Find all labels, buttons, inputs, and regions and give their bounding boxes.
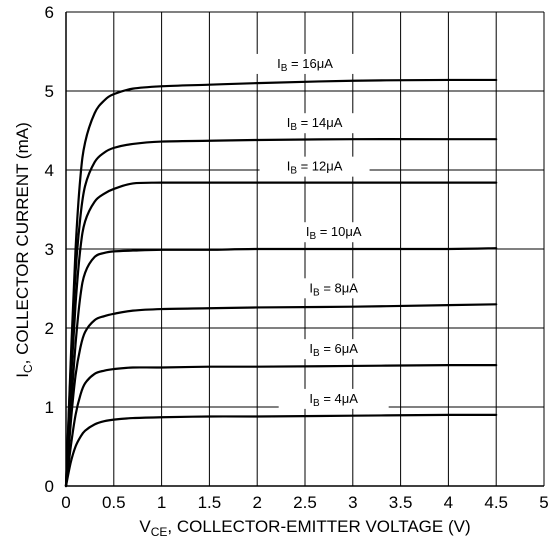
curve-label-bg	[259, 113, 370, 134]
y-tick-labels: 0 1 2 3 4 5 6	[45, 3, 54, 496]
curve-label-text: IB = 4μA	[309, 391, 358, 409]
y-tick-label: 1	[45, 398, 54, 417]
curve-label-text: IB = 16μA	[277, 56, 333, 74]
curve-label-ib-8ua: IB = 8μA	[278, 278, 389, 299]
curve-label-bg	[278, 388, 389, 409]
curve-label-bg	[278, 278, 389, 299]
x-tick-labels: 0 0.5 1 1.5 2 2.5 3 3.5 4 4.5 5	[61, 493, 548, 512]
x-tick-label: 5	[539, 493, 548, 512]
curve-label-text: IB = 10μA	[306, 224, 362, 242]
y-tick-label: 2	[45, 319, 54, 338]
curves	[64, 78, 498, 488]
curve-label-text: IB = 14μA	[287, 115, 343, 133]
curve-ib-14ua	[64, 138, 498, 488]
curve-label-ib-10ua: IB = 10μA	[278, 222, 389, 243]
x-tick-label: 4	[444, 493, 453, 512]
y-tick-label: 5	[45, 82, 54, 101]
x-tick-label: 1	[157, 493, 166, 512]
curve-label-text: IB = 8μA	[309, 280, 358, 298]
curve-ib-4ua	[64, 413, 498, 488]
curve-ib-6ua	[64, 363, 498, 488]
x-tick-label: 2.5	[293, 493, 317, 512]
x-tick-label: 3.5	[389, 493, 413, 512]
y-axis-label: IC, COLLECTOR CURRENT (mA)	[13, 122, 35, 378]
curve-ib-12ua	[64, 181, 498, 488]
curve-ib-8ua	[64, 303, 498, 488]
x-axis-label: VCE, COLLECTOR-EMITTER VOLTAGE (V)	[139, 517, 470, 539]
curve-label-text: IB = 6μA	[309, 341, 358, 359]
x-tick-label: 1.5	[198, 493, 222, 512]
curve-label-bg	[278, 339, 389, 360]
x-tick-label: 0	[61, 493, 70, 512]
curve-label-ib-14ua: IB = 14μA	[259, 113, 370, 134]
x-tick-label: 3	[348, 493, 357, 512]
y-tick-label: 0	[45, 477, 54, 496]
curve-label-bg	[259, 156, 370, 177]
x-tick-label: 2	[252, 493, 261, 512]
y-tick-label: 4	[45, 161, 54, 180]
curve-label-ib-12ua: IB = 12μA	[259, 156, 370, 177]
curve-label-ib-6ua: IB = 6μA	[278, 339, 389, 360]
x-tick-label: 0.5	[102, 493, 126, 512]
y-tick-label: 6	[45, 3, 54, 22]
curve-label-bg	[250, 53, 360, 74]
curve-label-ib-4ua: IB = 4μA	[278, 388, 389, 409]
y-tick-label: 3	[45, 240, 54, 259]
curve-labels: IB = 4μA IB = 6μA IB = 8μA IB = 10μA IB = 12…	[250, 53, 389, 409]
curve-label-bg	[278, 222, 389, 243]
x-tick-label: 4.5	[484, 493, 508, 512]
curve-ib-10ua	[64, 247, 498, 488]
curve-label-ib-16ua: IB = 16μA	[250, 53, 360, 74]
curve-ib-16ua	[64, 78, 498, 488]
curve-label-text: IB = 12μA	[287, 159, 343, 177]
